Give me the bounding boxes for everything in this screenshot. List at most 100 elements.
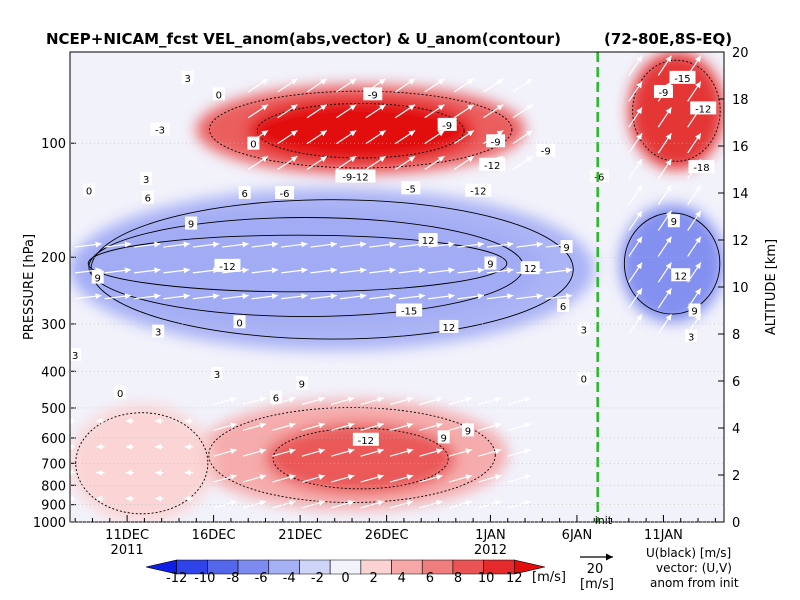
contour-label-bg xyxy=(669,70,696,84)
wind-vector-171 xyxy=(687,236,702,257)
colorbar-label-6: 0 xyxy=(341,571,349,586)
wind-vector-198 xyxy=(184,417,193,424)
wind-vector-156 xyxy=(628,55,643,76)
wind-vector-head xyxy=(318,448,325,455)
wind-vector-head xyxy=(665,184,672,192)
wind-vector-head xyxy=(349,130,357,137)
colorbar-label-12: 12 xyxy=(506,571,523,586)
contour-label-bg xyxy=(577,371,590,385)
wind-vector-head xyxy=(494,500,502,506)
wind-vector-73 xyxy=(394,104,416,119)
contour-label-bg xyxy=(295,376,308,390)
wind-vector-186 xyxy=(96,417,105,424)
contour-line-8 xyxy=(623,212,721,315)
wind-vector-126 xyxy=(419,500,443,509)
contour-label-24: -15 xyxy=(396,303,423,318)
wind-vector-head xyxy=(467,104,474,111)
wind-vector-17 xyxy=(222,241,249,248)
wind-vector-head xyxy=(347,448,355,455)
wind-vector-54 xyxy=(247,78,269,93)
contour-label-text: 12 xyxy=(674,271,687,282)
wind-vector-head xyxy=(408,104,416,111)
wind-vector-head xyxy=(70,469,73,476)
colorbar-label-9: 6 xyxy=(426,571,434,586)
wind-vector-head xyxy=(125,417,132,424)
x-tick-sublabel-0: 2011 xyxy=(111,543,144,558)
wind-vector-100 xyxy=(242,396,267,406)
wind-vector-19 xyxy=(251,267,279,274)
colorbar-label-3: -6 xyxy=(255,571,268,586)
pressure-tick-label-1: 200 xyxy=(41,251,66,266)
contour-label-text: -12 xyxy=(695,104,711,115)
contour-label-22: 12 xyxy=(520,261,540,275)
contour-label-text: 9 xyxy=(671,217,677,228)
wind-vectors xyxy=(70,55,702,509)
contour-label-21: 9 xyxy=(484,256,497,271)
wind-vector-142 xyxy=(507,474,531,483)
contour-label-bg xyxy=(70,348,82,362)
contour-label-text: 0 xyxy=(216,90,222,101)
contour-label-text: -18 xyxy=(693,163,709,174)
wind-vector-head xyxy=(636,81,643,89)
wind-vector-78 xyxy=(424,78,445,93)
wind-vector-3 xyxy=(104,293,132,300)
contour-label-35: 6 xyxy=(269,390,282,404)
wind-vector-118 xyxy=(360,448,384,457)
contour-label-text: 6 xyxy=(145,194,151,205)
contour-label-9: -9 xyxy=(437,117,457,132)
wind-vector-124 xyxy=(389,422,414,431)
wind-vector-127 xyxy=(419,474,443,483)
wind-vector-head xyxy=(465,474,473,480)
wind-vector-head xyxy=(379,156,386,163)
wind-vector-head xyxy=(695,81,701,89)
wind-vector-193 xyxy=(155,443,164,450)
wind-vector-head xyxy=(695,236,701,244)
wind-vector-head xyxy=(437,104,445,111)
wind-vector-head xyxy=(330,241,337,248)
wind-vector-head xyxy=(288,448,296,455)
wind-vector-head xyxy=(290,130,298,137)
wind-vector-head xyxy=(524,396,531,403)
contour-label-bg xyxy=(150,122,170,136)
wind-vector-head xyxy=(155,443,162,450)
wind-vector-172 xyxy=(687,210,702,231)
pressure-tick-label-2: 300 xyxy=(41,318,66,333)
vector-reference: 20 [m/s] xyxy=(580,553,614,592)
wind-vector-86 xyxy=(483,78,504,93)
wind-vector-21 xyxy=(281,293,308,300)
contour-label-bg xyxy=(211,366,224,380)
wind-vector-head xyxy=(524,474,531,480)
wind-vector-head xyxy=(695,133,701,140)
wind-vector-head xyxy=(636,55,643,63)
contour-line-6 xyxy=(272,427,449,490)
wind-vector-head xyxy=(155,469,162,476)
contour-label-16: -9 xyxy=(536,143,556,158)
contour-label-text: 9 xyxy=(487,260,493,271)
contour-label-42: -18 xyxy=(688,160,715,174)
contour-label-34: 9 xyxy=(295,376,308,390)
wind-vector-head xyxy=(96,443,103,450)
wind-vector-148 xyxy=(628,262,643,283)
wind-vector-179 xyxy=(70,495,76,502)
x-tick-label-6: 11JAN xyxy=(644,528,683,543)
wind-vector-head xyxy=(406,474,414,480)
wind-vector-135 xyxy=(448,396,473,406)
wind-vector-head xyxy=(70,495,73,502)
wind-vector-71 xyxy=(394,155,416,170)
wind-vector-61 xyxy=(306,104,328,119)
wind-vector-head xyxy=(318,396,325,403)
wind-vector-195 xyxy=(184,495,193,502)
contour-label-text: 6 xyxy=(560,302,566,313)
wind-vector-head xyxy=(261,130,269,137)
wind-vector-head xyxy=(406,396,414,403)
wind-vector-153 xyxy=(628,132,643,154)
contour-label-bg xyxy=(560,240,573,254)
wind-vector-92 xyxy=(213,474,237,483)
contour-label-text: -9-12 xyxy=(342,173,368,184)
contour-label-bg xyxy=(437,430,450,444)
contour-label-bg xyxy=(688,303,701,317)
contour-label-45: 3 xyxy=(685,329,698,343)
contour-label-bg xyxy=(269,390,282,404)
contour-label-text: 3 xyxy=(688,332,694,343)
contour-label-text: 9 xyxy=(441,433,447,444)
